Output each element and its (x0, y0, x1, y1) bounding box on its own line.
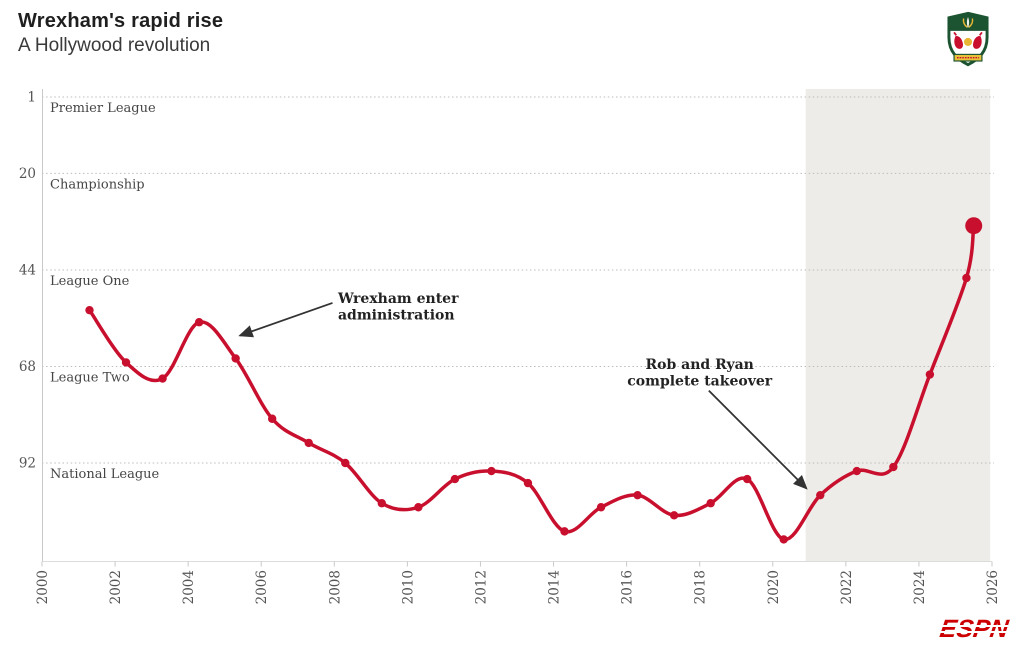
data-point-marker (85, 305, 94, 315)
data-point-marker (304, 438, 313, 448)
data-point-marker (158, 374, 167, 383)
data-point-marker (816, 490, 825, 500)
x-tick-label: 2012 (473, 570, 489, 604)
data-point-marker (523, 478, 533, 488)
espn-logo: ESPN (936, 615, 1011, 644)
data-point-marker (852, 466, 862, 476)
y-tick-label: 92 (19, 456, 36, 472)
data-point-marker (925, 370, 935, 379)
data-point-marker (889, 462, 898, 472)
x-tick-label: 2004 (181, 570, 197, 604)
data-point-marker (596, 503, 606, 512)
data-point-marker (450, 474, 460, 484)
annotation-text: Rob and Ryan (646, 357, 754, 373)
league-band-label: National League (50, 467, 160, 482)
league-band-label: League One (50, 274, 130, 289)
x-tick-label: 2022 (839, 570, 855, 604)
x-tick-label: 2018 (693, 570, 709, 604)
data-point-marker (194, 318, 204, 327)
data-point-marker (487, 466, 496, 476)
data-point-marker (779, 535, 788, 544)
data-point-marker (231, 354, 240, 363)
x-tick-label: 2014 (547, 570, 563, 604)
x-tick-label: 2010 (400, 570, 416, 604)
x-tick-label: 2026 (985, 570, 1001, 604)
annotation-arrow (708, 389, 808, 490)
league-band-label: Premier League (50, 101, 156, 116)
wrexham-crest-icon (947, 11, 989, 67)
annotation-arrow (238, 302, 333, 338)
data-point-marker (706, 499, 715, 508)
annotation-text: complete takeover (627, 373, 772, 389)
annotation-text: administration (338, 307, 455, 323)
takeover-era-highlight (805, 89, 991, 562)
y-tick-label: 44 (19, 262, 36, 278)
league-band-label: Championship (50, 177, 145, 192)
data-point-marker (560, 527, 569, 536)
data-point-marker (962, 273, 971, 283)
y-tick-label: 1 (27, 90, 36, 106)
data-point-marker (377, 499, 387, 508)
x-tick-label: 2008 (327, 570, 343, 604)
current-position-marker (965, 217, 983, 235)
chart-header: Wrexham's rapid rise A Hollywood revolut… (18, 10, 223, 57)
espn-logo-slit (939, 631, 1008, 633)
league-band-label: League Two (50, 370, 130, 385)
x-tick-label: 2002 (108, 570, 124, 604)
data-point-marker (414, 503, 423, 512)
data-point-marker (633, 490, 642, 500)
y-tick-label: 20 (19, 166, 36, 182)
data-point-marker (669, 511, 679, 520)
data-point-marker (341, 458, 350, 468)
y-tick-label: 68 (19, 359, 36, 375)
position-line (87, 223, 976, 542)
data-point-marker (267, 414, 277, 423)
data-point-marker (121, 358, 131, 367)
x-tick-label: 2020 (766, 570, 782, 604)
x-tick-label: 2006 (254, 570, 270, 604)
x-tick-label: 2016 (620, 570, 636, 604)
espn-logo-text: ESPN (938, 615, 1011, 643)
data-point-marker (742, 474, 752, 484)
annotation-text: Wrexham enter (337, 291, 459, 307)
page-subtitle: A Hollywood revolution (18, 35, 211, 56)
page-title: Wrexham's rapid rise (18, 10, 224, 32)
espn-logo-slit (940, 625, 1009, 627)
x-tick-label: 2000 (35, 570, 51, 604)
x-tick-label: 2024 (912, 570, 928, 604)
